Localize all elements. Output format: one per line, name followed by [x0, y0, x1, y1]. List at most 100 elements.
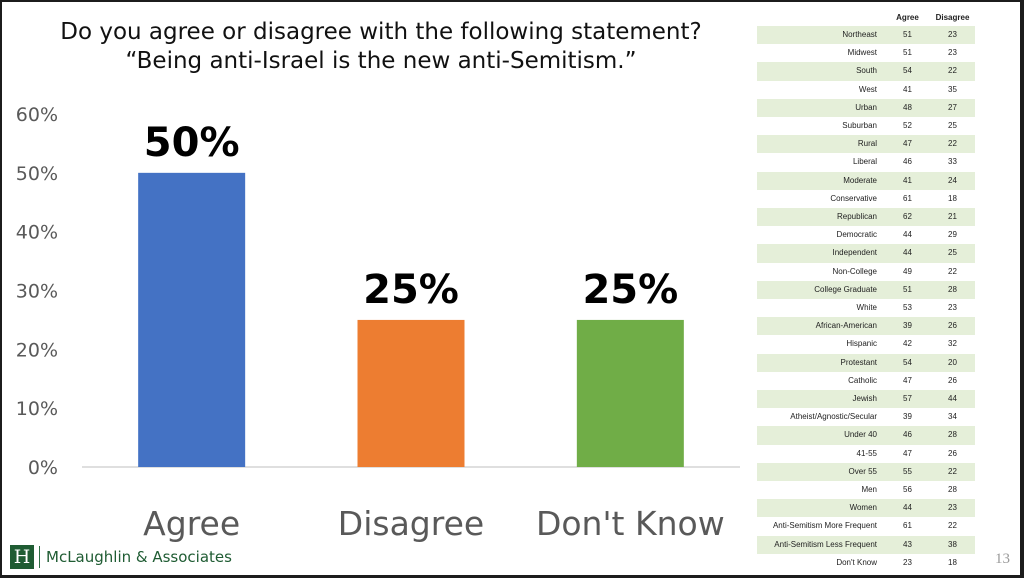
crosstab-row-label: Protestant: [757, 353, 885, 372]
crosstab-row: Democratic 44 29: [757, 226, 975, 245]
crosstab-row-label: Republican: [757, 208, 885, 227]
crosstab-row-label: Women: [757, 499, 885, 518]
crosstab-disagree-value: 35: [930, 80, 975, 99]
crosstab-agree-value: 41: [885, 80, 930, 99]
crosstab-disagree-value: 25: [930, 117, 975, 136]
crosstab-row: West 41 35: [757, 80, 975, 99]
crosstab-disagree-value: 22: [930, 462, 975, 482]
bar: [357, 319, 465, 467]
crosstab-agree-value: 47: [885, 371, 930, 391]
crosstab-row-label: Hispanic: [757, 335, 885, 354]
crosstab-row: White 53 23: [757, 299, 975, 318]
y-tick-label: 30%: [16, 281, 58, 303]
crosstab-agree-value: 51: [885, 44, 930, 63]
crosstab-agree-value: 61: [885, 517, 930, 536]
crosstab-disagree-value: 29: [930, 226, 975, 245]
crosstab-agree-value: 44: [885, 499, 930, 518]
crosstab-row: Atheist/Agnostic/Secular 39 34: [757, 408, 975, 427]
crosstab-row: Suburban 52 25: [757, 117, 975, 136]
crosstab-row: Northeast 51 23: [757, 26, 975, 45]
crosstab-row: Women 44 23: [757, 499, 975, 518]
crosstab-row-label: Anti-Semitism Less Frequent: [757, 535, 885, 554]
crosstab-disagree-value: 21: [930, 208, 975, 227]
crosstab-agree-value: 42: [885, 335, 930, 354]
logo-mark-icon: H: [10, 545, 34, 569]
crosstab-disagree-value: 20: [930, 353, 975, 372]
crosstab-agree-value: 56: [885, 481, 930, 500]
crosstab-row: Under 40 46 28: [757, 426, 975, 445]
crosstab-row: Urban 48 27: [757, 98, 975, 118]
crosstab-row-label: Conservative: [757, 189, 885, 209]
crosstab-header-agree: Agree: [885, 10, 930, 26]
crosstab-row: Jewish 57 44: [757, 390, 975, 409]
crosstab-row: 41-55 47 26: [757, 444, 975, 463]
crosstab-row: College Graduate 51 28: [757, 280, 975, 300]
crosstab-agree-value: 61: [885, 189, 930, 209]
crosstab-disagree-value: 32: [930, 335, 975, 354]
crosstab-disagree-value: 23: [930, 499, 975, 518]
crosstab-agree-value: 53: [885, 299, 930, 318]
crosstab-agree-value: 55: [885, 462, 930, 482]
y-tick-label: 40%: [16, 222, 58, 244]
crosstab-disagree-value: 28: [930, 426, 975, 445]
crosstab-row: Hispanic 42 32: [757, 335, 975, 354]
page-number: 13: [995, 551, 1010, 567]
crosstab-row: Don't Know 23 18: [757, 553, 975, 573]
crosstab-row: Non-College 49 22: [757, 262, 975, 281]
crosstab-agree-value: 49: [885, 262, 930, 281]
crosstab-agree-value: 43: [885, 535, 930, 554]
crosstab-row-label: Democratic: [757, 226, 885, 245]
crosstab-row: Conservative 61 18: [757, 189, 975, 209]
title-line-1: Do you agree or disagree with the follow…: [60, 19, 702, 45]
crosstab-row-label: Rural: [757, 135, 885, 154]
crosstab-header-row: Agree Disagree: [757, 10, 975, 26]
crosstab-disagree-value: 27: [930, 98, 975, 118]
crosstab-row-label: Over 55: [757, 462, 885, 482]
crosstab-disagree-value: 24: [930, 171, 975, 190]
crosstab-row: South 54 22: [757, 62, 975, 81]
crosstab-row-label: West: [757, 80, 885, 99]
crosstab-row: Catholic 47 26: [757, 371, 975, 391]
crosstab-row: Moderate 41 24: [757, 171, 975, 190]
crosstab-disagree-value: 22: [930, 135, 975, 154]
logo-divider: [39, 546, 40, 568]
crosstab-agree-value: 54: [885, 62, 930, 81]
crosstab-row-label: Suburban: [757, 117, 885, 136]
company-logo: H McLaughlin & Associates: [10, 544, 232, 570]
crosstab-disagree-value: 18: [930, 189, 975, 209]
crosstab-disagree-value: 26: [930, 444, 975, 463]
crosstab-row: Anti-Semitism More Frequent 61 22: [757, 517, 975, 536]
crosstab-agree-value: 47: [885, 444, 930, 463]
crosstab-row: Rural 47 22: [757, 135, 975, 154]
crosstab-row-label: Anti-Semitism More Frequent: [757, 517, 885, 536]
crosstab-row-label: 41-55: [757, 444, 885, 463]
crosstab-agree-value: 44: [885, 226, 930, 245]
crosstab-row: Liberal 46 33: [757, 153, 975, 172]
crosstab-disagree-value: 44: [930, 390, 975, 409]
crosstab-agree-value: 47: [885, 135, 930, 154]
bar-value-label: 25%: [363, 267, 459, 313]
crosstab-row-label: Men: [757, 481, 885, 500]
crosstab-row-label: Catholic: [757, 371, 885, 391]
crosstab-row-label: African-American: [757, 317, 885, 336]
crosstab-row-label: Liberal: [757, 153, 885, 172]
crosstab-disagree-value: 23: [930, 299, 975, 318]
crosstab-row: Protestant 54 20: [757, 353, 975, 372]
crosstab-row-label: Atheist/Agnostic/Secular: [757, 408, 885, 427]
crosstab-agree-value: 54: [885, 353, 930, 372]
crosstab-disagree-value: 28: [930, 481, 975, 500]
y-tick-label: 50%: [16, 163, 58, 185]
crosstab-row-label: Independent: [757, 244, 885, 263]
crosstab-agree-value: 52: [885, 117, 930, 136]
crosstab-agree-value: 46: [885, 153, 930, 172]
crosstab-row-label: South: [757, 62, 885, 81]
crosstab-agree-value: 57: [885, 390, 930, 409]
crosstab-disagree-value: 23: [930, 44, 975, 63]
crosstab-disagree-value: 25: [930, 244, 975, 263]
crosstab-agree-value: 48: [885, 98, 930, 118]
crosstab-row: Midwest 51 23: [757, 44, 975, 63]
crosstab-agree-value: 51: [885, 280, 930, 300]
y-tick-label: 0%: [28, 457, 58, 479]
crosstab-disagree-value: 26: [930, 371, 975, 391]
